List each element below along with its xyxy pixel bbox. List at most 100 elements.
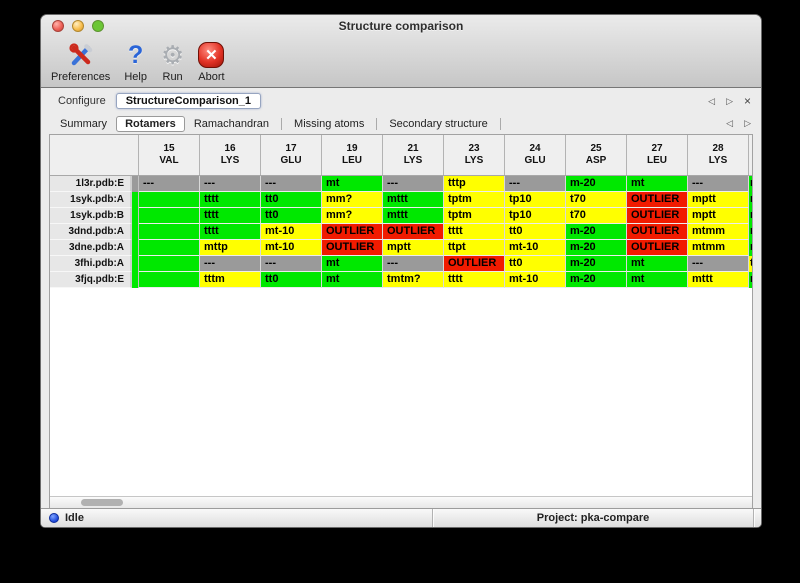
rotamer-cell[interactable]: tttt bbox=[200, 192, 261, 208]
rotamer-cell[interactable]: tptm bbox=[444, 208, 505, 224]
row-label[interactable]: 3dnd.pdb:A bbox=[50, 224, 132, 240]
rotamer-cell[interactable] bbox=[139, 240, 200, 256]
rotamer-cell[interactable]: m-20 bbox=[566, 176, 627, 192]
rotamer-cell[interactable]: mttt bbox=[688, 272, 749, 288]
rotamer-cell[interactable]: --- bbox=[688, 256, 749, 272]
rotamer-cell[interactable]: m-20 bbox=[566, 240, 627, 256]
column-header-27[interactable]: 27 LEU bbox=[627, 135, 688, 175]
rotamer-cell[interactable]: mm? bbox=[322, 192, 383, 208]
tab-summary[interactable]: Summary bbox=[60, 117, 108, 130]
rotamer-cell[interactable]: --- bbox=[383, 176, 444, 192]
rotamer-cell[interactable]: mttt bbox=[383, 192, 444, 208]
rotamer-cell[interactable]: tttt bbox=[200, 208, 261, 224]
column-header-17[interactable]: 17 GLU bbox=[261, 135, 322, 175]
rotamer-cell[interactable]: --- bbox=[261, 256, 322, 272]
rotamer-cell[interactable]: OUTLIER bbox=[383, 224, 444, 240]
rotamer-cell[interactable]: --- bbox=[200, 256, 261, 272]
resize-grip-area[interactable] bbox=[754, 509, 761, 527]
rotamer-cell[interactable]: m-20 bbox=[566, 224, 627, 240]
run-button[interactable]: ⚙ Run bbox=[161, 40, 184, 83]
rotamer-cell[interactable] bbox=[139, 192, 200, 208]
rotamer-cell[interactable]: mtmm bbox=[688, 224, 749, 240]
rotamer-cell[interactable]: mt bbox=[627, 256, 688, 272]
rotamer-cell[interactable]: --- bbox=[505, 176, 566, 192]
column-header-25[interactable]: 25 ASP bbox=[566, 135, 627, 175]
rotamer-cell[interactable]: mt-10 bbox=[505, 240, 566, 256]
rotamer-cell[interactable]: tttm bbox=[200, 272, 261, 288]
rotamer-cell[interactable]: tt0 bbox=[261, 192, 322, 208]
rotamer-cell[interactable]: OUTLIER bbox=[627, 192, 688, 208]
rotamer-cell[interactable]: OUTLIER bbox=[627, 208, 688, 224]
row-label[interactable]: 3dne.pdb:A bbox=[50, 240, 132, 256]
rotamer-cell[interactable]: tttt bbox=[200, 224, 261, 240]
rotamer-cell[interactable]: tttp bbox=[444, 176, 505, 192]
rotamer-cell[interactable]: tt0 bbox=[261, 208, 322, 224]
next-tab-icon[interactable]: ▷ bbox=[744, 118, 751, 128]
tab-missing-atoms[interactable]: Missing atoms bbox=[294, 117, 365, 130]
column-header-19[interactable]: 19 LEU bbox=[322, 135, 383, 175]
prev-configuration-icon[interactable]: ◁ bbox=[708, 95, 716, 106]
prev-tab-icon[interactable]: ◁ bbox=[726, 118, 734, 128]
rotamer-cell[interactable] bbox=[139, 208, 200, 224]
row-label[interactable]: 3fhi.pdb:A bbox=[50, 256, 132, 272]
row-label[interactable]: 1syk.pdb:B bbox=[50, 208, 132, 224]
horizontal-scrollbar[interactable] bbox=[50, 496, 752, 508]
rotamer-cell[interactable]: tttt bbox=[444, 272, 505, 288]
tab-rotamers[interactable]: Rotamers bbox=[116, 115, 185, 132]
rotamer-cell[interactable] bbox=[139, 272, 200, 288]
rotamer-cell[interactable]: --- bbox=[139, 176, 200, 192]
help-button[interactable]: ? Help bbox=[124, 40, 147, 83]
row-label[interactable]: 3fjq.pdb:E bbox=[50, 272, 132, 288]
rotamer-cell[interactable]: tt0 bbox=[505, 224, 566, 240]
rotamer-cell[interactable]: tp10 bbox=[505, 208, 566, 224]
rotamer-cell[interactable]: mptt bbox=[688, 208, 749, 224]
rotamer-cell[interactable]: OUTLIER bbox=[627, 240, 688, 256]
column-header-23[interactable]: 23 LYS bbox=[444, 135, 505, 175]
rotamer-cell[interactable]: m-20 bbox=[566, 256, 627, 272]
rotamer-cell[interactable]: ttpt bbox=[444, 240, 505, 256]
rotamer-cell[interactable]: tmtm? bbox=[383, 272, 444, 288]
column-header-24[interactable]: 24 GLU bbox=[505, 135, 566, 175]
rotamer-cell[interactable]: --- bbox=[200, 176, 261, 192]
preferences-button[interactable]: Preferences bbox=[51, 40, 110, 83]
close-window-button[interactable] bbox=[52, 20, 64, 32]
rotamer-cell[interactable] bbox=[139, 256, 200, 272]
rotamer-cell[interactable]: mttt bbox=[383, 208, 444, 224]
rotamer-cell[interactable]: tt0 bbox=[261, 272, 322, 288]
rotamer-cell[interactable]: mt bbox=[627, 272, 688, 288]
rotamer-cell[interactable]: mptt bbox=[688, 192, 749, 208]
rotamer-cell[interactable]: mt-10 bbox=[261, 240, 322, 256]
configuration-name-field[interactable]: StructureComparison_1 bbox=[115, 93, 262, 109]
column-header-16[interactable]: 16 LYS bbox=[200, 135, 261, 175]
rotamer-cell[interactable]: mt-10 bbox=[505, 272, 566, 288]
rotamer-cell[interactable]: mt bbox=[322, 272, 383, 288]
rotamer-cell[interactable]: --- bbox=[261, 176, 322, 192]
rotamer-cell[interactable]: --- bbox=[688, 176, 749, 192]
rotamer-cell[interactable]: OUTLIER bbox=[627, 224, 688, 240]
minimize-window-button[interactable] bbox=[72, 20, 84, 32]
column-header-21[interactable]: 21 LYS bbox=[383, 135, 444, 175]
rotamer-cell[interactable]: m-20 bbox=[566, 272, 627, 288]
rotamer-cell[interactable]: OUTLIER bbox=[444, 256, 505, 272]
rotamer-cell[interactable]: mttp bbox=[200, 240, 261, 256]
rotamer-cell[interactable]: OUTLIER bbox=[322, 224, 383, 240]
close-configuration-icon[interactable]: × bbox=[743, 93, 751, 108]
rotamer-cell[interactable] bbox=[139, 224, 200, 240]
zoom-window-button[interactable] bbox=[92, 20, 104, 32]
rotamer-cell[interactable]: --- bbox=[383, 256, 444, 272]
tab-secondary-structure[interactable]: Secondary structure bbox=[389, 117, 488, 130]
next-configuration-icon[interactable]: ▷ bbox=[726, 95, 733, 106]
row-label[interactable]: 1l3r.pdb:E bbox=[50, 176, 132, 192]
rotamer-cell[interactable]: mt bbox=[322, 176, 383, 192]
rotamer-cell[interactable]: t70 bbox=[566, 208, 627, 224]
rotamer-cell[interactable]: tttt bbox=[444, 224, 505, 240]
abort-button[interactable]: ✕ Abort bbox=[198, 40, 225, 83]
tab-ramachandran[interactable]: Ramachandran bbox=[193, 117, 270, 130]
rotamer-cell[interactable]: mt bbox=[627, 176, 688, 192]
rotamer-cell[interactable]: mtmm bbox=[688, 240, 749, 256]
column-header-15[interactable]: 15 VAL bbox=[139, 135, 200, 175]
row-label[interactable]: 1syk.pdb:A bbox=[50, 192, 132, 208]
rotamer-cell[interactable]: OUTLIER bbox=[322, 240, 383, 256]
rotamer-cell[interactable]: mt-10 bbox=[261, 224, 322, 240]
rotamer-cell[interactable]: mm? bbox=[322, 208, 383, 224]
